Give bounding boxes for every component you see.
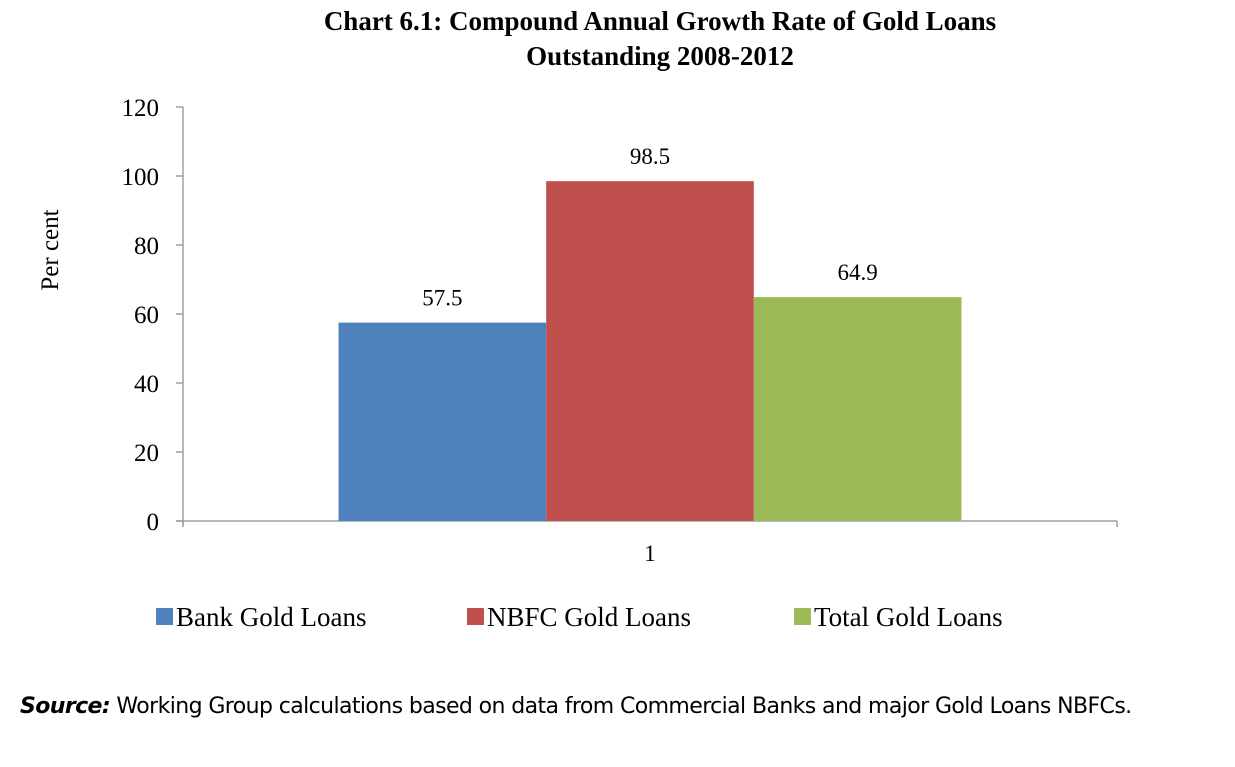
- legend-swatch: [467, 608, 484, 625]
- y-tick-label: 100: [122, 164, 160, 191]
- data-label: 64.9: [838, 260, 878, 285]
- legend: Bank Gold Loans NBFC Gold Loans Total Gold…: [156, 602, 1003, 632]
- legend-swatch: [794, 608, 811, 625]
- chart-title: Chart 6.1: Compound Annual Growth Rate o…: [0, 4, 1235, 74]
- source-label: Source:: [20, 694, 111, 719]
- y-tick-label: 20: [134, 440, 159, 467]
- y-tick-label: 0: [147, 509, 160, 536]
- legend-item: NBFC Gold Loans: [467, 602, 691, 632]
- y-tick-label: 40: [134, 371, 159, 398]
- legend-label: Bank Gold Loans: [176, 602, 366, 632]
- source-text: Working Group calculations based on data…: [110, 694, 1132, 719]
- chart-title-line-1: Chart 6.1: Compound Annual Growth Rate o…: [323, 6, 997, 36]
- x-tick-label: 1: [644, 541, 656, 566]
- legend-item: Total Gold Loans: [794, 602, 1003, 632]
- bar-bank-gold-loans: [338, 322, 547, 521]
- y-tick-label: 80: [134, 233, 159, 260]
- bar-nbfc-gold-loans: [546, 181, 754, 522]
- bars: [338, 181, 962, 522]
- source-note: Source: Working Group calculations based…: [20, 692, 1230, 722]
- data-label: 57.5: [422, 286, 462, 311]
- chart-title-line-2: Outstanding 2008-2012: [526, 41, 794, 71]
- y-axis-title: Per cent: [37, 209, 64, 290]
- legend-item: Bank Gold Loans: [156, 602, 366, 632]
- legend-swatch: [156, 608, 173, 625]
- data-label: 98.5: [630, 144, 670, 169]
- y-tick-label: 120: [122, 95, 160, 122]
- x-axis: 1: [176, 520, 1118, 566]
- y-tick-label: 60: [134, 302, 159, 329]
- legend-label: NBFC Gold Loans: [487, 602, 691, 632]
- data-labels: 57.5 98.5 64.9: [422, 144, 878, 310]
- y-axis: 0 20 40 60 80 100 120: [122, 95, 184, 536]
- legend-label: Total Gold Loans: [814, 602, 1003, 632]
- bar-total-gold-loans: [753, 297, 962, 521]
